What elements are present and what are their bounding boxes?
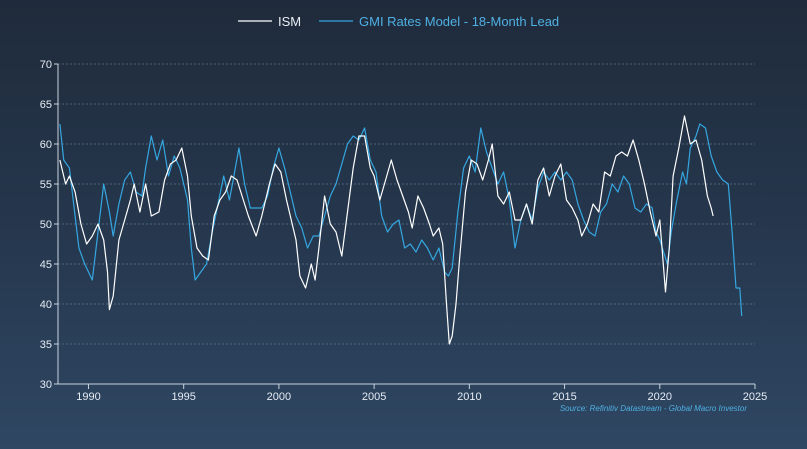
y-tick-label: 65 (40, 99, 52, 111)
y-tick-label: 30 (40, 379, 52, 391)
x-tick-label: 1990 (76, 391, 100, 403)
x-tick-label: 1995 (171, 391, 195, 403)
y-tick-label: 55 (40, 179, 52, 191)
y-tick-label: 70 (40, 59, 52, 71)
gridlines (58, 63, 755, 345)
legend-label-ism: ISM (278, 14, 301, 29)
legend: ISM GMI Rates Model - 18-Month Lead (238, 14, 559, 29)
series-line-ism (59, 115, 714, 345)
y-tick-label: 60 (40, 139, 52, 151)
source-note: Source: Refinitiv Datastream - Global Ma… (560, 404, 748, 413)
y-tick-label: 40 (40, 299, 52, 311)
y-tick-label: 45 (40, 259, 52, 271)
y-tick-label: 50 (40, 219, 52, 231)
x-tick-label: 2020 (648, 391, 672, 403)
x-tick-label: 2015 (552, 391, 576, 403)
x-tick-label: 2000 (267, 391, 291, 403)
x-tick-label: 2010 (457, 391, 481, 403)
series-line-gmi-rates-model (59, 123, 743, 317)
x-tick-label: 2005 (362, 391, 386, 403)
series-lines (59, 115, 743, 345)
legend-label-gmi-rates-model: GMI Rates Model - 18-Month Lead (359, 14, 559, 29)
x-tick-label: 2025 (743, 391, 767, 403)
axes: 30 35 40 45 50 55 60 65 70 1990 1995 2000 2005 2010 20… (40, 59, 767, 403)
y-tick-label: 35 (40, 339, 52, 351)
